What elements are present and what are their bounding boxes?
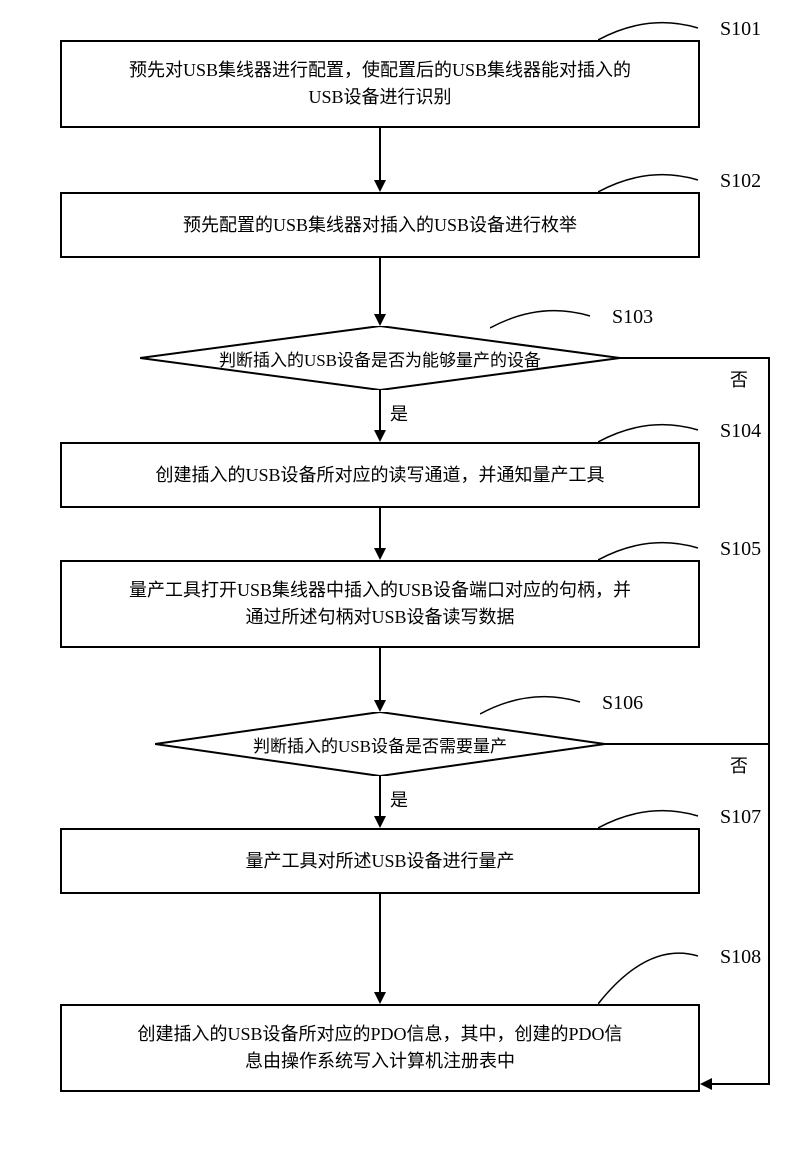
step-s106-text: 判断插入的USB设备是否需要量产 bbox=[253, 732, 507, 757]
step-s102-box: 预先配置的USB集线器对插入的USB设备进行枚举 bbox=[60, 192, 700, 258]
step-s108-text: 创建插入的USB设备所对应的PDO信息，其中，创建的PDO信息由操作系统写入计算… bbox=[137, 1021, 622, 1075]
leader-s101 bbox=[598, 18, 718, 42]
s103-no-h bbox=[620, 357, 770, 359]
leader-s104 bbox=[598, 420, 718, 444]
arrow-s107-s108 bbox=[379, 894, 381, 994]
arrow-head-s101-s102 bbox=[374, 180, 386, 192]
arrow-head-s106-s107 bbox=[374, 816, 386, 828]
arrow-head-s104-s105 bbox=[374, 548, 386, 560]
s106-no-label: 否 bbox=[730, 752, 748, 778]
step-s103-id: S103 bbox=[612, 306, 653, 329]
leader-s108 bbox=[598, 946, 718, 1006]
s106-yes-label: 是 bbox=[390, 786, 408, 812]
step-s107-text: 量产工具对所述USB设备进行量产 bbox=[245, 848, 514, 875]
arrow-head-s102-s103 bbox=[374, 314, 386, 326]
step-s105-text: 量产工具打开USB集线器中插入的USB设备端口对应的句柄，并通过所述句柄对USB… bbox=[129, 577, 631, 631]
s103-no-label: 否 bbox=[730, 366, 748, 392]
leader-s103 bbox=[490, 306, 610, 330]
step-s108-box: 创建插入的USB设备所对应的PDO信息，其中，创建的PDO信息由操作系统写入计算… bbox=[60, 1004, 700, 1092]
step-s103-diamond: 判断插入的USB设备是否为能够量产的设备 bbox=[140, 326, 620, 390]
step-s101-box: 预先对USB集线器进行配置，使配置后的USB集线器能对插入的USB设备进行识别 bbox=[60, 40, 700, 128]
step-s103-text: 判断插入的USB设备是否为能够量产的设备 bbox=[219, 346, 541, 371]
step-s105-id: S105 bbox=[720, 538, 761, 561]
step-s104-box: 创建插入的USB设备所对应的读写通道，并通知量产工具 bbox=[60, 442, 700, 508]
step-s107-id: S107 bbox=[720, 806, 761, 829]
step-s102-id: S102 bbox=[720, 170, 761, 193]
arrow-s105-s106 bbox=[379, 648, 381, 702]
arrow-head-s107-s108 bbox=[374, 992, 386, 1004]
step-s102-text: 预先配置的USB集线器对插入的USB设备进行枚举 bbox=[183, 212, 577, 239]
step-s104-text: 创建插入的USB设备所对应的读写通道，并通知量产工具 bbox=[155, 462, 604, 489]
leader-s107 bbox=[598, 806, 718, 830]
step-s107-box: 量产工具对所述USB设备进行量产 bbox=[60, 828, 700, 894]
step-s106-id: S106 bbox=[602, 692, 643, 715]
s103-no-v bbox=[768, 357, 770, 1085]
arrow-head-s103-s104 bbox=[374, 430, 386, 442]
arrow-s101-s102 bbox=[379, 128, 381, 182]
step-s108-id: S108 bbox=[720, 946, 761, 969]
arrow-head-s105-s106 bbox=[374, 700, 386, 712]
merge-no-arrow bbox=[700, 1078, 712, 1090]
leader-s105 bbox=[598, 538, 718, 562]
step-s105-box: 量产工具打开USB集线器中插入的USB设备端口对应的句柄，并通过所述句柄对USB… bbox=[60, 560, 700, 648]
arrow-s102-s103 bbox=[379, 258, 381, 316]
arrow-s106-s107 bbox=[379, 776, 381, 818]
s103-yes-label: 是 bbox=[390, 400, 408, 426]
arrow-s103-s104 bbox=[379, 390, 381, 432]
arrow-s104-s105 bbox=[379, 508, 381, 550]
s106-no-h bbox=[605, 743, 770, 745]
step-s106-diamond: 判断插入的USB设备是否需要量产 bbox=[155, 712, 605, 776]
step-s101-id: S101 bbox=[720, 18, 761, 41]
step-s104-id: S104 bbox=[720, 420, 761, 443]
leader-s106 bbox=[480, 692, 600, 716]
step-s101-text: 预先对USB集线器进行配置，使配置后的USB集线器能对插入的USB设备进行识别 bbox=[129, 57, 631, 111]
leader-s102 bbox=[598, 170, 718, 194]
merge-no-h-bottom bbox=[712, 1083, 770, 1085]
